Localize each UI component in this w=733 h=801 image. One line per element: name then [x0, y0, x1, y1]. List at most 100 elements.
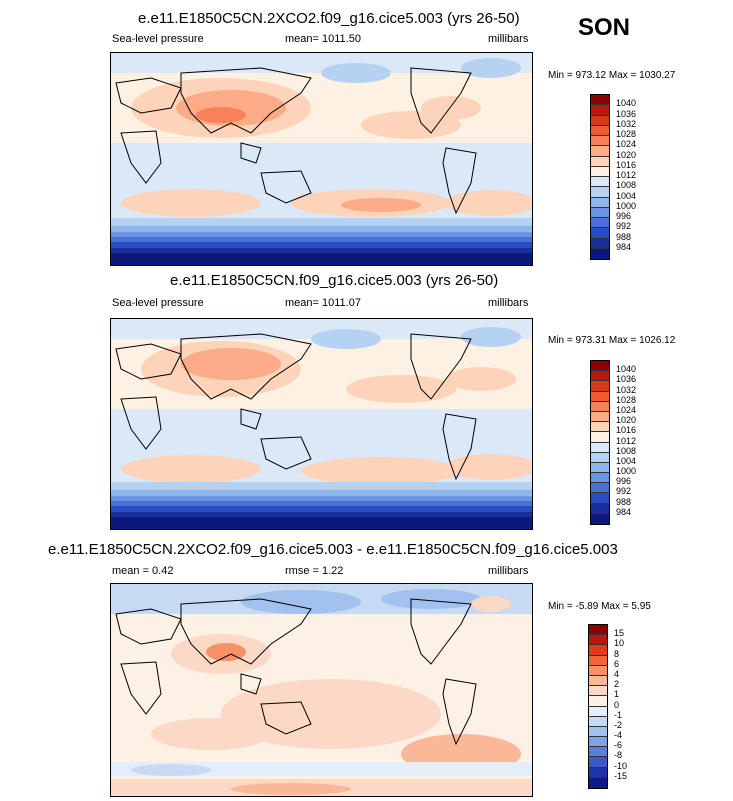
colorbar-tick-label: 4 — [614, 668, 620, 679]
colorbar-tick-label: 1020 — [616, 415, 637, 426]
colorbar-tick-label: -6 — [614, 740, 623, 751]
colorbar-swatch — [591, 473, 609, 484]
colorbar-tick-label: 1016 — [616, 159, 637, 170]
panel1-colorbar — [590, 94, 610, 260]
panel1-title: e.e11.E1850C5CN.2XCO2.f09_g16.cice5.003 … — [138, 10, 520, 27]
colorbar-swatch — [591, 105, 609, 116]
colorbar-swatch — [591, 156, 609, 167]
colorbar-tick-label: 6 — [614, 658, 620, 669]
colorbar-tick-label: -2 — [614, 719, 623, 730]
colorbar-tick-label: 1040 — [616, 364, 637, 375]
colorbar-tick-label: -10 — [614, 760, 628, 771]
colorbar-tick-label: -1 — [614, 709, 623, 720]
colorbar-swatch — [591, 218, 609, 229]
colorbar-swatch — [591, 411, 609, 423]
colorbar-swatch — [589, 686, 607, 697]
colorbar-tick-label: 1024 — [616, 404, 637, 415]
panel1-map — [110, 52, 533, 266]
colorbar-swatch — [589, 757, 607, 768]
colorbar-swatch — [589, 747, 607, 758]
colorbar-swatch — [591, 228, 609, 239]
colorbar-tick-label: 1020 — [616, 149, 637, 160]
colorbar-swatch — [589, 675, 607, 687]
colorbar-tick-label: 10 — [614, 638, 625, 649]
colorbar-tick-label: 1032 — [616, 118, 637, 129]
colorbar-swatch — [591, 115, 609, 126]
panel2-variable-label: Sea-level pressure — [112, 297, 204, 309]
panel3-colorbar — [588, 624, 608, 789]
colorbar-tick-label: 996 — [616, 476, 632, 487]
colorbar-swatch — [591, 513, 609, 524]
panel2-title: e.e11.E1850C5CN.f09_g16.cice5.003 (yrs 2… — [170, 272, 499, 289]
colorbar-tick-label: 1016 — [616, 425, 637, 436]
colorbar-swatch — [591, 136, 609, 147]
colorbar-tick-label: 988 — [616, 496, 632, 507]
colorbar-tick-label: 992 — [616, 486, 632, 497]
colorbar-tick-label: 2 — [614, 679, 620, 690]
colorbar-tick-label: 1004 — [616, 190, 637, 201]
colorbar-swatch — [591, 207, 609, 218]
colorbar-tick-label: -4 — [614, 730, 623, 741]
panel3-units-label: millibars — [488, 565, 529, 577]
colorbar-swatch — [591, 95, 609, 106]
panel2-units-label: millibars — [488, 297, 529, 309]
colorbar-swatch — [591, 187, 609, 198]
panel3-minmax-label: Min = -5.89 Max = 5.95 — [548, 601, 651, 612]
colorbar-swatch — [591, 197, 609, 208]
colorbar-swatch — [589, 696, 607, 707]
panel2-map-field — [111, 319, 532, 529]
colorbar-tick-label: -8 — [614, 750, 623, 761]
colorbar-swatch — [589, 655, 607, 666]
panel2-minmax-label: Min = 973.31 Max = 1026.12 — [548, 335, 676, 346]
colorbar-swatch — [591, 432, 609, 443]
colorbar-swatch — [589, 645, 607, 656]
colorbar-swatch — [589, 777, 607, 788]
colorbar-swatch — [591, 442, 609, 453]
colorbar-tick-label: 1012 — [616, 170, 637, 180]
panel3-mean-label: mean = 0.42 — [112, 565, 174, 577]
season-label: SON — [578, 14, 631, 41]
colorbar-tick-label: 8 — [614, 648, 620, 659]
colorbar-tick-label: 1028 — [616, 129, 637, 139]
colorbar-swatch — [589, 706, 607, 717]
colorbar-tick-label: 15 — [614, 628, 625, 639]
panel1-variable-label: Sea-level pressure — [112, 33, 204, 45]
colorbar-swatch — [589, 625, 607, 636]
colorbar-swatch — [591, 493, 609, 504]
panel1-minmax-label: Min = 973.12 Max = 1030.27 — [548, 70, 676, 81]
colorbar-swatch — [589, 767, 607, 778]
colorbar-swatch — [591, 238, 609, 249]
colorbar-swatch — [591, 462, 609, 474]
colorbar-tick-label: -15 — [614, 770, 628, 781]
colorbar-tick-label: 1028 — [616, 394, 637, 405]
panel1-mean-label: mean= 1011.50 — [285, 33, 361, 45]
colorbar-tick-label: 1040 — [616, 98, 637, 109]
colorbar-swatch — [591, 422, 609, 433]
panel2-mean-label: mean= 1011.07 — [285, 297, 361, 309]
colorbar-swatch — [589, 635, 607, 646]
panel3-map-field — [111, 584, 532, 796]
colorbar-swatch — [589, 716, 607, 727]
panel1-units-label: millibars — [488, 33, 529, 45]
panel3-rmse-label: rmse = 1.22 — [285, 565, 344, 577]
colorbar-tick-label: 1004 — [616, 455, 637, 466]
colorbar-swatch — [591, 125, 609, 136]
colorbar-tick-label: 1012 — [616, 435, 637, 446]
colorbar-swatch — [591, 361, 609, 372]
colorbar-swatch — [591, 452, 609, 463]
colorbar-swatch — [589, 665, 607, 676]
panel1-map-field — [111, 53, 532, 265]
panel3-title: e.e11.E1850C5CN.2XCO2.f09_g16.cice5.003 … — [48, 541, 618, 558]
colorbar-tick-label: 1008 — [616, 445, 637, 456]
colorbar-swatch — [591, 503, 609, 514]
colorbar-swatch — [589, 737, 607, 748]
colorbar-tick-label: 1008 — [616, 180, 637, 191]
colorbar-swatch — [591, 381, 609, 392]
colorbar-swatch — [591, 371, 609, 382]
colorbar-tick-label: 1024 — [616, 139, 637, 150]
colorbar-tick-label: 988 — [616, 231, 632, 242]
panel2-map — [110, 318, 533, 530]
colorbar-tick-label: 1036 — [616, 108, 637, 119]
colorbar-swatch — [591, 146, 609, 157]
colorbar-swatch — [591, 401, 609, 412]
